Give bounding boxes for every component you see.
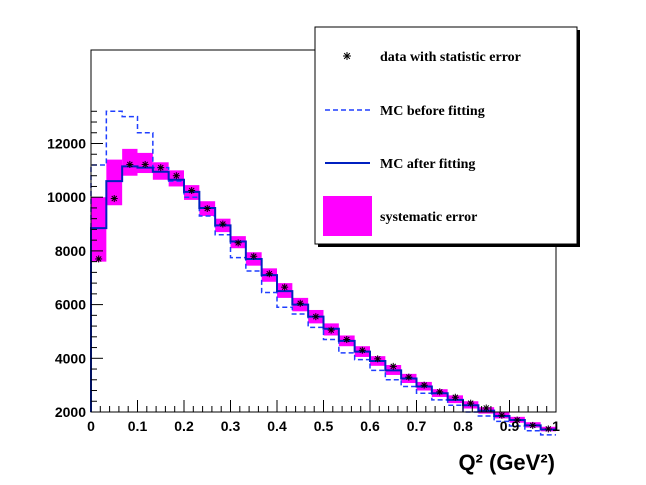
data-point (296, 299, 304, 307)
legend: data with statistic error MC before fitt… (314, 26, 580, 247)
data-point (110, 195, 118, 203)
y-tick-label: 12000 (47, 136, 86, 152)
x-tick-label: 0.8 (453, 418, 473, 434)
data-point (482, 404, 490, 412)
data-point (389, 362, 397, 370)
data-point (420, 381, 428, 389)
data-point (358, 346, 366, 354)
data-point (219, 220, 227, 228)
data-point (498, 411, 506, 419)
x-tick-label: 0.1 (128, 418, 148, 434)
legend-data-marker (343, 52, 351, 60)
y-tick-label: 10000 (47, 189, 86, 205)
data-point (544, 425, 552, 433)
data-points-layer (95, 160, 552, 433)
legend-label-data: data with statistic error (380, 50, 521, 65)
data-point (513, 416, 521, 424)
data-point (312, 313, 320, 321)
data-point (405, 373, 413, 381)
data-point (343, 336, 351, 344)
x-tick-label: 0.3 (221, 418, 241, 434)
data-point (529, 421, 537, 429)
syst-band-bin (106, 159, 123, 206)
y-tick-label: 8000 (55, 243, 86, 259)
mc-after-fitting-line (90, 165, 556, 431)
x-tick-label: 0.4 (267, 418, 287, 434)
data-point (141, 160, 149, 168)
x-tick-label: 0.9 (500, 418, 520, 434)
data-point (374, 355, 382, 363)
y-tick-label: 2000 (55, 404, 86, 420)
x-tick-label: 1 (552, 418, 560, 434)
x-axis-title: Q² (GeV²) (458, 450, 555, 475)
mc-after-fitting-layer (90, 165, 556, 431)
data-point (327, 326, 335, 334)
data-point (250, 252, 258, 260)
x-tick-label: 0.6 (360, 418, 380, 434)
x-tick-label: 0.5 (314, 418, 334, 434)
syst-band-bin (91, 197, 107, 262)
legend-label-mc-before: MC before fitting (380, 104, 485, 119)
y-tick-label: 4000 (55, 350, 86, 366)
data-point (265, 270, 273, 278)
data-point (451, 393, 459, 401)
x-tick-label: 0.2 (174, 418, 194, 434)
legend-label-mc-after: MC after fitting (380, 157, 475, 172)
legend-systematic-swatch (323, 196, 372, 236)
x-tick-label: 0 (87, 418, 95, 434)
legend-asterisk (343, 52, 351, 60)
data-point (157, 164, 165, 172)
data-point (95, 255, 103, 263)
data-point (467, 399, 475, 407)
data-point (126, 160, 134, 168)
legend-label-systematic: systematic error (380, 210, 477, 225)
axis-layer: 0 0.1 0.2 0.3 0.4 0.5 0.6 0.7 0.8 0.9 120004000600… (47, 110, 560, 434)
data-point (203, 204, 211, 212)
y-tick-label: 6000 (55, 297, 86, 313)
data-point (172, 172, 180, 180)
data-point (281, 283, 289, 291)
data-point (234, 239, 242, 247)
data-point (188, 186, 196, 194)
data-point (436, 388, 444, 396)
x-tick-label: 0.7 (407, 418, 427, 434)
